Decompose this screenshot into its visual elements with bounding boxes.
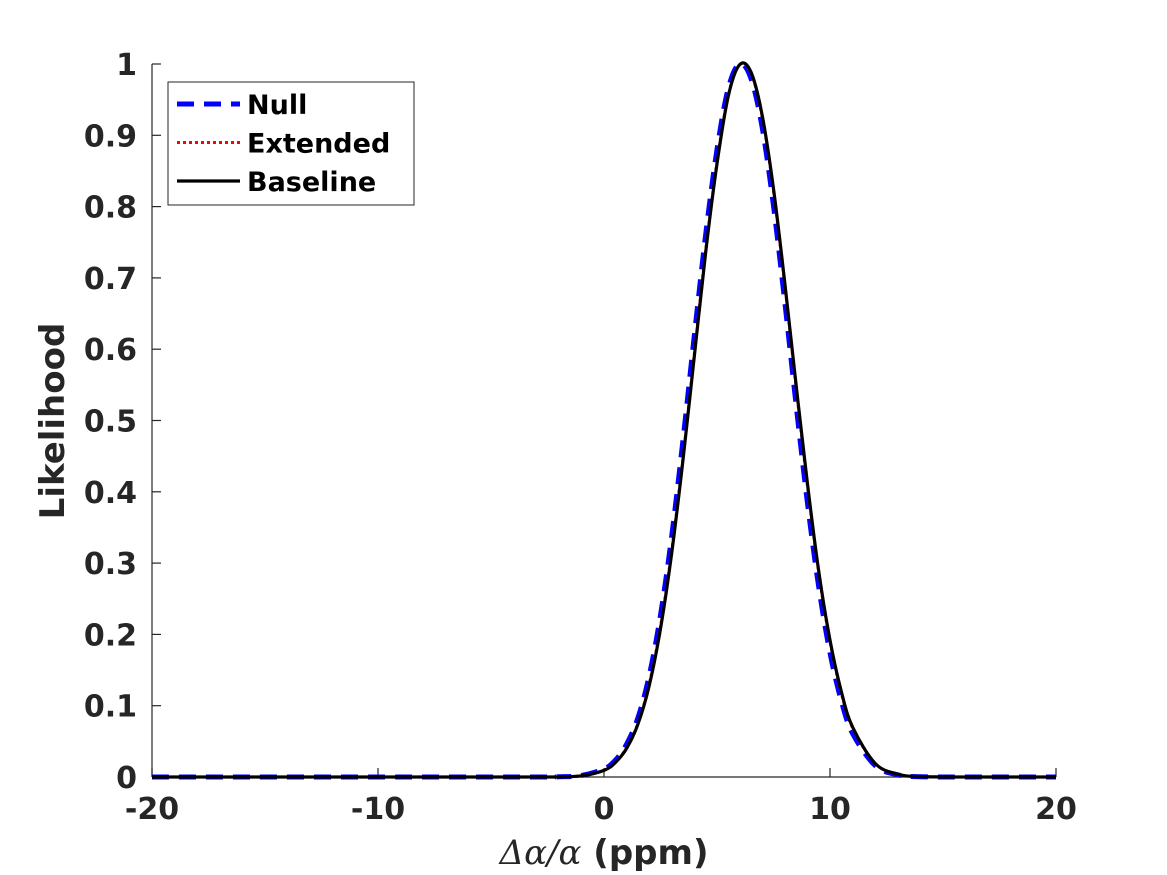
- y-tick-label: 0.6: [84, 333, 137, 368]
- y-tick-label: 0.3: [84, 547, 137, 582]
- series-line-baseline: [152, 61, 1056, 779]
- legend-label-null: Null: [247, 90, 307, 121]
- y-tick-label: 0.4: [84, 476, 137, 511]
- y-tick-label: 0.5: [84, 405, 137, 440]
- y-tick-label: 0.7: [84, 262, 137, 297]
- x-tick-label: -10: [351, 792, 405, 827]
- x-axis-title-unit: (ppm): [593, 833, 708, 873]
- y-tick-label: 0: [116, 761, 137, 796]
- legend: Null Extended Baseline: [167, 81, 415, 206]
- plot-series: [152, 61, 1056, 780]
- x-tick-label: 10: [809, 792, 851, 827]
- y-tick-label: 0.1: [84, 690, 137, 725]
- y-tick-label: 0.8: [84, 191, 137, 226]
- legend-label-extended: Extended: [247, 129, 390, 160]
- x-tick-label: 0: [594, 792, 615, 827]
- legend-label-baseline: Baseline: [247, 167, 376, 198]
- y-tick-label: 1: [116, 48, 137, 83]
- x-tick-label: 20: [1035, 792, 1077, 827]
- x-axis-title: Δα/α (ppm): [498, 833, 709, 873]
- y-tick-label: 0.9: [84, 119, 137, 154]
- axes: 0 0.1 0.2 0.3 0.4 0.5 0.6 0.7 0.8 0.9 1 -20 -10 0 10 20: [84, 48, 1077, 827]
- x-axis-title-symbol: Δα/α: [498, 833, 582, 873]
- y-axis-title: Likelihood: [33, 323, 73, 520]
- x-tick-label: -20: [125, 792, 179, 827]
- y-tick-label: 0.2: [84, 618, 137, 653]
